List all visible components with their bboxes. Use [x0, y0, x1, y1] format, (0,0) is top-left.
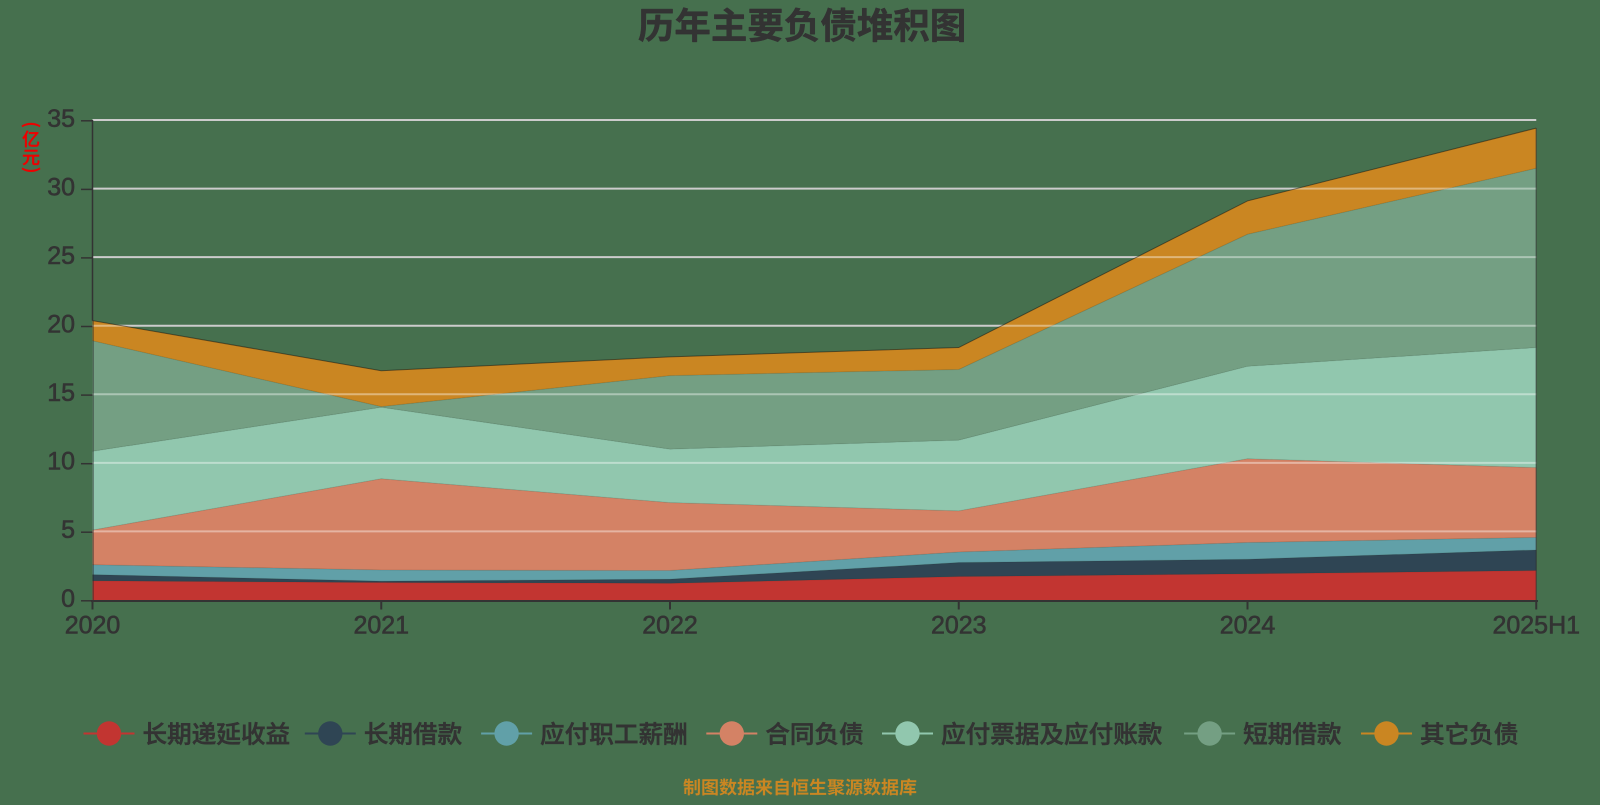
- svg-text:35: 35: [47, 105, 75, 133]
- svg-text:15: 15: [47, 379, 75, 407]
- svg-text:2025H1: 2025H1: [1492, 612, 1580, 640]
- svg-text:5: 5: [61, 516, 75, 544]
- svg-text:30: 30: [47, 173, 75, 201]
- svg-text:2022: 2022: [642, 612, 698, 640]
- svg-text:0: 0: [61, 585, 75, 613]
- svg-text:2023: 2023: [931, 612, 987, 640]
- svg-text:2021: 2021: [353, 612, 409, 640]
- svg-text:2024: 2024: [1220, 612, 1276, 640]
- svg-text:25: 25: [47, 242, 75, 270]
- svg-text:20: 20: [47, 311, 75, 339]
- svg-text:10: 10: [47, 448, 75, 476]
- svg-text:2020: 2020: [65, 612, 121, 640]
